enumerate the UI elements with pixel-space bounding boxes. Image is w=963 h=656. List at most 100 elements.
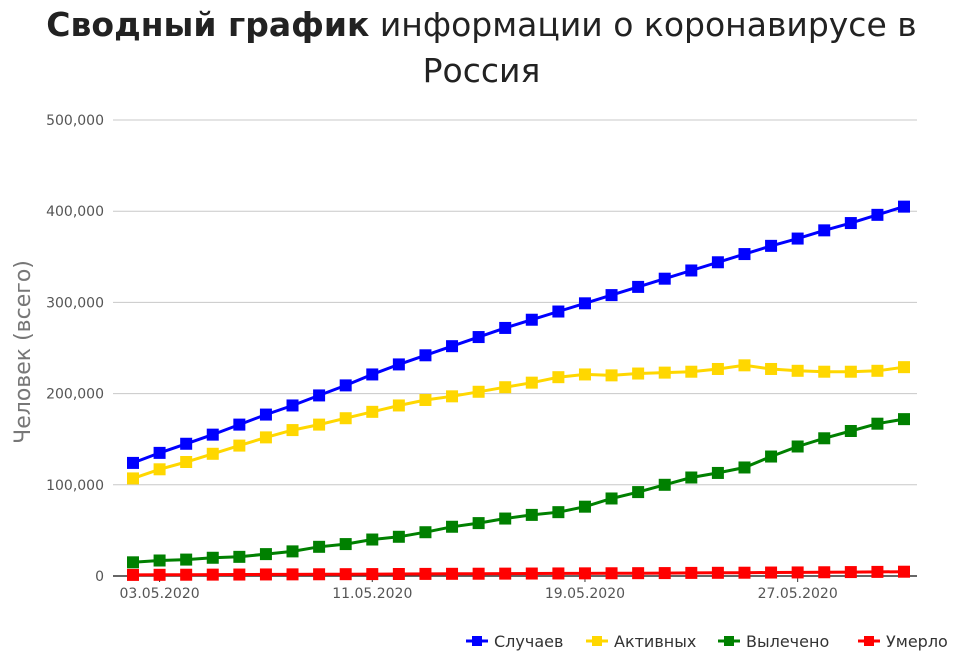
data-point [499,381,512,394]
data-point [313,389,326,402]
data-point [233,418,246,431]
series-Случаев [127,200,910,469]
data-point [153,554,166,567]
data-point [127,568,139,581]
x-tick-label: 03.05.2020 [120,586,200,602]
data-point [818,365,831,378]
data-point [499,567,512,580]
data-point [632,486,645,499]
data-point [206,428,219,441]
data-point [871,364,884,377]
data-point [765,362,778,375]
x-axis-ticks: 03.05.2020 11.05.2020 19.05.2020 27.05.2020 [120,576,838,602]
data-point [472,567,485,580]
data-point [632,567,645,580]
chart-title-bold: Сводный график [46,5,370,44]
legend-item: Случаев [466,632,563,651]
grid-lines [113,119,917,577]
data-point [791,364,804,377]
y-axis-label: Человек (всего) [11,260,36,444]
data-point [552,305,565,318]
x-tick-label: 27.05.2020 [758,586,838,602]
data-point [153,446,166,459]
data-point [233,550,246,563]
data-point [259,548,272,561]
data-point [871,417,884,430]
data-point [818,432,831,445]
data-point [499,321,512,334]
series-Вылечено [127,413,910,569]
data-point [472,331,485,344]
data-point [898,565,910,578]
data-point [127,556,139,569]
data-point [525,376,538,389]
data-point [499,512,512,525]
legend-swatch-marker [592,636,602,646]
data-point [578,500,591,513]
chart-title-line2: Россия [422,51,541,90]
series-Умерло [127,565,910,581]
legend-swatch-marker [472,636,482,646]
data-point [286,424,299,437]
legend-label: Активных [614,632,696,651]
data-point [791,440,804,453]
data-point [233,439,246,452]
data-point [791,232,804,245]
y-tick-label: 200,000 [46,387,104,403]
data-point [765,239,778,252]
data-point [339,568,352,581]
data-point [392,530,405,543]
data-point [898,413,910,426]
data-point [738,566,751,579]
y-tick-label: 300,000 [46,295,104,311]
data-point [233,568,246,581]
y-tick-label: 100,000 [46,478,104,494]
y-tick-label: 0 [95,569,104,585]
data-point [578,368,591,381]
data-point [313,418,326,431]
data-point [392,399,405,412]
data-point [180,456,193,468]
data-point [259,568,272,581]
data-point [578,297,591,310]
data-point [392,567,405,580]
data-point [259,431,272,444]
data-point [446,340,459,353]
data-point [578,567,591,580]
data-point [127,456,139,469]
data-point [472,517,485,530]
data-point [685,365,698,378]
data-point [206,447,219,460]
data-point [392,358,405,371]
data-point [153,463,166,476]
data-point [658,567,671,580]
data-point [366,368,379,381]
data-point [738,248,751,261]
data-point [525,567,538,580]
legend-item: Вылечено [718,632,829,651]
data-point [898,200,910,213]
legend-label: Случаев [494,632,563,651]
data-point [605,492,618,505]
data-point [339,412,352,425]
data-point [818,566,831,579]
data-point [871,565,884,578]
data-point [605,369,618,382]
data-point [738,359,751,372]
data-point [419,567,432,580]
data-point [419,349,432,362]
data-point [632,280,645,293]
data-point [127,472,139,485]
series-Активных [127,359,910,485]
data-point [180,553,193,566]
data-point [658,478,671,491]
series-line [132,205,905,465]
data-point [711,566,724,579]
legend-label: Вылечено [746,632,829,651]
data-point [658,366,671,379]
legend-label: Умерло [886,632,948,651]
data-point [658,272,671,285]
data-point [685,264,698,277]
data-point [844,566,857,579]
